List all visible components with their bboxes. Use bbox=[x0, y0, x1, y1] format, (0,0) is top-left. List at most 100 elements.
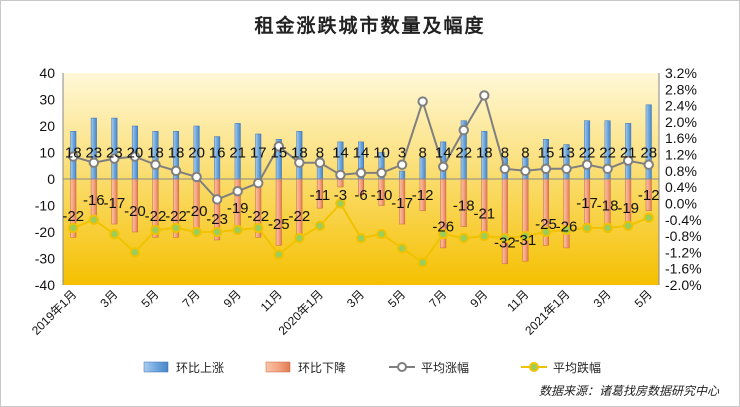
x-tick-label: 5月 bbox=[138, 287, 161, 310]
bar-up-label: 14 bbox=[332, 145, 349, 162]
legend-swatch-up bbox=[143, 361, 169, 373]
avg-fall-point bbox=[520, 230, 531, 242]
avg-fall-point bbox=[376, 228, 387, 240]
avg-rise-point bbox=[170, 165, 182, 177]
bar-up-label: 23 bbox=[85, 145, 102, 162]
avg-fall-point bbox=[540, 226, 552, 238]
bar-up-label: 21 bbox=[620, 145, 637, 162]
x-tick-label: 2020年1月 bbox=[276, 287, 326, 337]
avg-rise-point bbox=[314, 157, 326, 168]
bar-up-label: 16 bbox=[209, 145, 226, 162]
avg-fall-point bbox=[622, 220, 634, 232]
avg-rise-point bbox=[479, 90, 490, 101]
y-right-tick-label: 1.6% bbox=[665, 130, 697, 146]
avg-fall-point bbox=[355, 232, 367, 244]
legend-label: 环比下降 bbox=[298, 361, 346, 375]
avg-fall-point bbox=[129, 247, 141, 258]
avg-fall-point bbox=[561, 224, 572, 236]
bar-up-label: 15 bbox=[538, 145, 555, 162]
bar-down-label: -17 bbox=[391, 195, 413, 212]
bar-up-label: 14 bbox=[353, 145, 370, 162]
avg-rise-point bbox=[561, 163, 572, 175]
bar-down-label: -21 bbox=[473, 205, 495, 222]
avg-rise-point bbox=[191, 171, 202, 183]
bar-down-label: -6 bbox=[354, 187, 367, 204]
y-left-tick-label: 10 bbox=[39, 145, 55, 161]
x-tick-label: 9月 bbox=[221, 287, 244, 310]
bar-up-label: 3 bbox=[398, 145, 406, 162]
x-tick-label: 5月 bbox=[385, 287, 408, 310]
y-right-tick-label: 1.2% bbox=[665, 147, 697, 163]
avg-fall-point bbox=[253, 222, 264, 234]
avg-rise-point bbox=[438, 161, 449, 172]
avg-fall-point bbox=[396, 243, 408, 254]
avg-fall-point bbox=[417, 257, 428, 268]
bar-down-label: -10 bbox=[371, 187, 393, 204]
legend-label: 环比上涨 bbox=[176, 360, 224, 375]
bar-down-label: -22 bbox=[289, 208, 311, 225]
bar-up bbox=[399, 170, 406, 180]
x-tick-label: 3月 bbox=[97, 287, 120, 310]
bar-up-label: 8 bbox=[316, 145, 324, 162]
x-tick-label: 5月 bbox=[632, 287, 655, 310]
y-right-tick-label: 2.8% bbox=[665, 81, 697, 97]
avg-rise-point bbox=[294, 157, 305, 168]
bar-up-label: 18 bbox=[65, 145, 82, 162]
bar-up-label: 20 bbox=[127, 145, 144, 162]
x-tick-label: 11月 bbox=[504, 287, 531, 314]
avg-rise-point bbox=[232, 186, 243, 197]
bar-up-label: 13 bbox=[558, 145, 575, 162]
avg-rise-point bbox=[417, 96, 428, 107]
bar-up-label: 22 bbox=[455, 145, 472, 162]
y-left-tick-label: -30 bbox=[35, 251, 55, 267]
avg-fall-point bbox=[479, 230, 490, 242]
avg-rise-point bbox=[602, 163, 613, 175]
y-right-tick-label: -0.8% bbox=[665, 228, 702, 244]
avg-rise-point bbox=[129, 151, 141, 162]
y-right-tick-label: -1.2% bbox=[665, 244, 702, 260]
y-right-tick-label: 0.0% bbox=[665, 195, 697, 211]
source-note: 数据来源：诸葛找房数据研究中心 bbox=[538, 384, 719, 398]
y-left-tick-label: -20 bbox=[35, 224, 55, 240]
avg-rise-point bbox=[355, 167, 367, 179]
bar-down-label: -31 bbox=[515, 232, 537, 249]
avg-fall-point bbox=[458, 232, 469, 244]
legend-label: 平均涨幅 bbox=[421, 360, 469, 375]
avg-fall-point bbox=[150, 224, 161, 236]
bar-up-label: 8 bbox=[521, 145, 529, 162]
bar-up-label: 14 bbox=[435, 145, 452, 162]
y-right-tick-label: 0.4% bbox=[665, 179, 697, 195]
avg-rise-point bbox=[109, 153, 120, 164]
y-left-tick-label: 40 bbox=[39, 65, 55, 81]
avg-fall-point bbox=[211, 226, 223, 238]
avg-fall-point bbox=[170, 222, 182, 234]
x-tick-label: 11月 bbox=[258, 287, 285, 314]
y-right-tick-label: 2.0% bbox=[665, 114, 697, 130]
avg-rise-point bbox=[396, 159, 408, 170]
avg-fall-point bbox=[602, 222, 613, 234]
bar-up-label: 28 bbox=[640, 145, 657, 162]
bar-up-label: 23 bbox=[106, 145, 123, 162]
bar-up-label: 10 bbox=[373, 145, 390, 162]
y-right-tick-label: -2.0% bbox=[665, 277, 702, 293]
avg-rise-point bbox=[376, 167, 387, 179]
legend-swatch-down bbox=[265, 361, 291, 373]
bar-up-label: 22 bbox=[579, 145, 596, 162]
bar-up-label: 17 bbox=[250, 145, 267, 162]
x-tick-label: 7月 bbox=[180, 287, 203, 310]
y-right-tick-label: 0.8% bbox=[665, 163, 697, 179]
y-left-tick-label: 0 bbox=[47, 171, 55, 187]
x-tick-label: 2021年1月 bbox=[522, 287, 572, 337]
bar-down-label: -12 bbox=[638, 187, 660, 204]
avg-fall-point bbox=[232, 224, 243, 236]
bar-up-label: 21 bbox=[229, 145, 246, 162]
avg-rise-point bbox=[622, 155, 634, 166]
bar-down-label: -16 bbox=[83, 192, 105, 209]
bar-down-label: -25 bbox=[268, 216, 290, 233]
avg-fall-point bbox=[294, 232, 305, 244]
y-left-tick-label: -40 bbox=[35, 277, 55, 293]
bar-down-label: -22 bbox=[247, 208, 269, 225]
avg-fall-point bbox=[314, 220, 326, 232]
